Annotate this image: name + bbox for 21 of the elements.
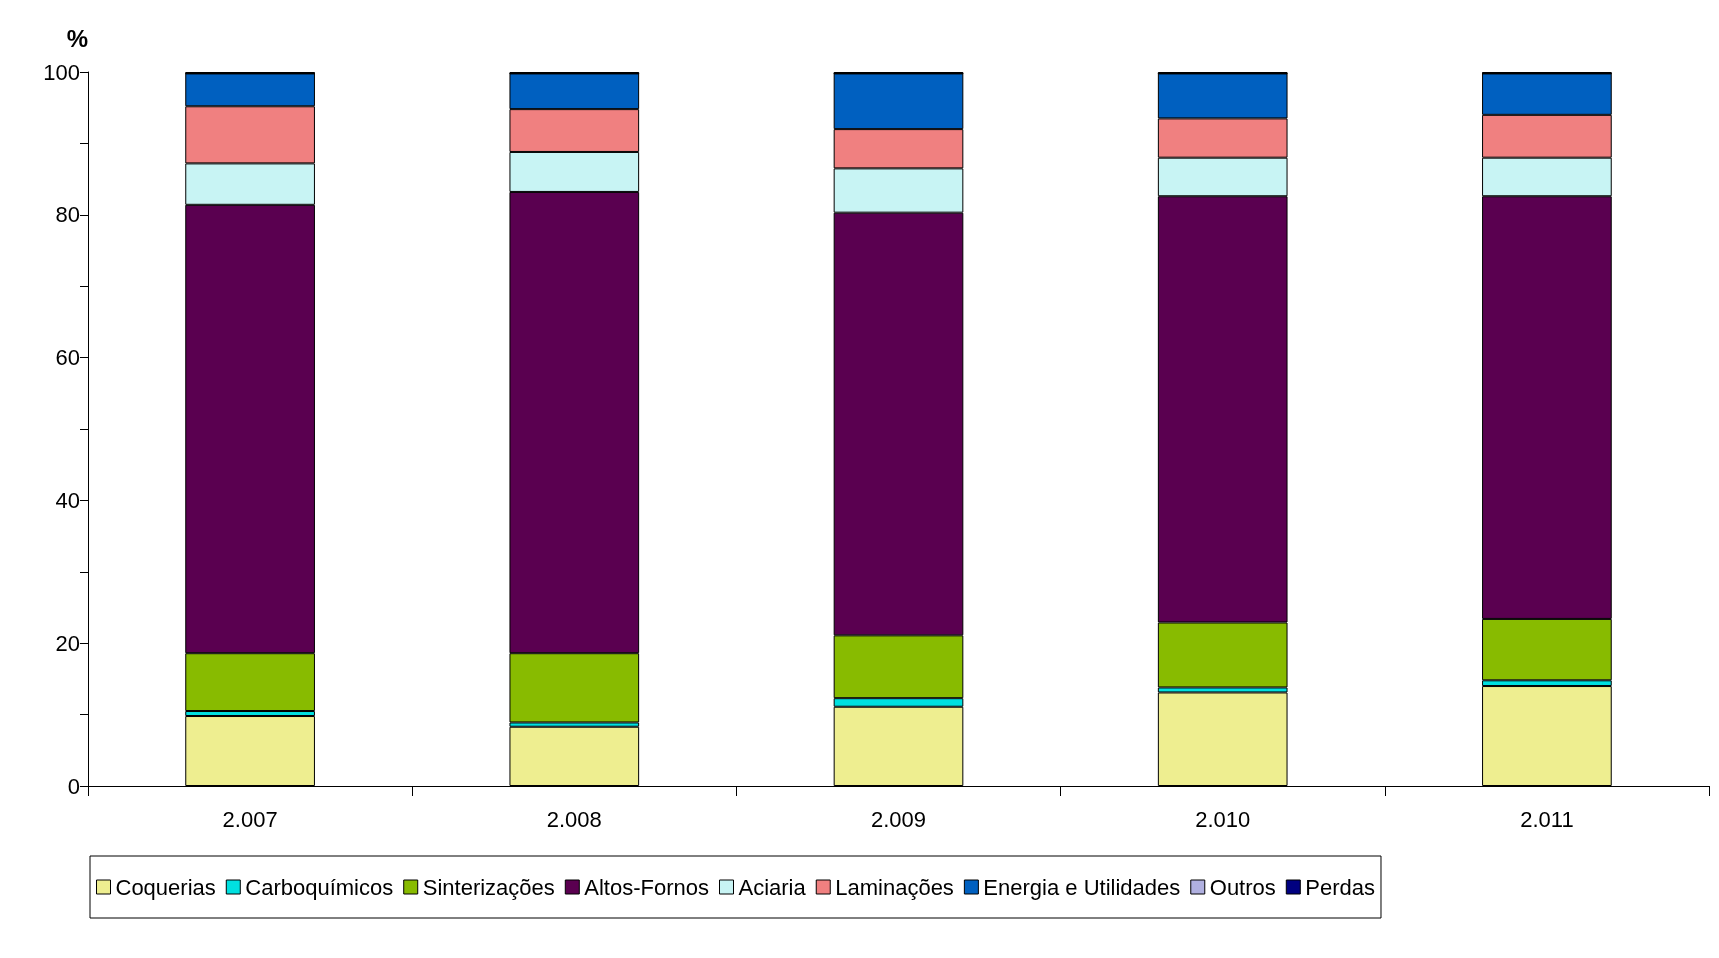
legend-label: Altos-Fornos (584, 874, 710, 900)
x-tick-label: 2.009 (870, 806, 927, 832)
legend-label: Carboquímicos (245, 874, 394, 900)
y-tick-label: 40 (55, 487, 80, 513)
legend-label: Sinterizações (422, 874, 555, 900)
y-tick-label: 80 (55, 202, 80, 228)
legend-label: Laminações (835, 874, 954, 900)
x-tick-label: 2.008 (546, 806, 602, 832)
y-tick-label: 0 (67, 773, 80, 799)
x-tick-label: 2.007 (222, 806, 278, 832)
legend-label: Coquerias (115, 874, 216, 900)
y-axis-title: % (66, 24, 88, 52)
y-tick-label: 60 (55, 345, 80, 371)
y-tick-label: 20 (55, 630, 80, 656)
y-tick-label: 100 (43, 59, 80, 85)
legend-label: Aciaria (738, 874, 807, 900)
legend-label: Perdas (1305, 874, 1376, 900)
x-tick-label: 2.010 (1195, 806, 1251, 832)
x-tick-label: 2.011 (1520, 806, 1574, 832)
legend-label: Outros (1209, 874, 1276, 900)
legend-label: Energia e Utilidades (983, 874, 1181, 900)
